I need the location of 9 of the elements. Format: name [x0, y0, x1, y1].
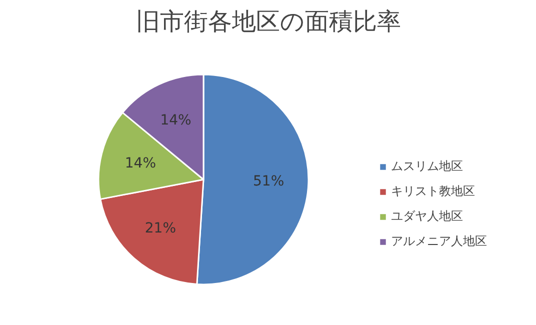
data-label: 51%	[253, 174, 284, 190]
legend-label: ユダヤ人地区	[391, 208, 463, 225]
legend-label: アルメニア人地区	[391, 233, 487, 250]
data-label: 14%	[124, 155, 156, 172]
legend-label: ムスリム地区	[391, 158, 463, 175]
legend-label: キリスト教地区	[391, 183, 475, 200]
chart-title: 旧市街各地区の面積比率	[136, 8, 401, 36]
data-label: 14%	[160, 112, 192, 129]
data-label: 21%	[144, 220, 176, 236]
